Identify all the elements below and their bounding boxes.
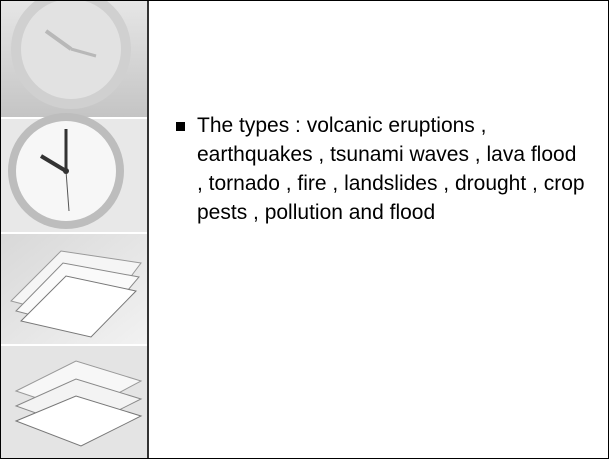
bullet: The types : volcanic eruptions , earthqu…: [173, 111, 588, 227]
papers-stack: [1, 346, 147, 458]
side-images: [1, 1, 149, 458]
clock: [1, 113, 147, 233]
clock-blurred: [1, 1, 147, 118]
papers: [1, 234, 147, 345]
bullet-list: The types : volcanic eruptions , earthqu…: [173, 111, 588, 227]
slide-content: The types : volcanic eruptions , earthqu…: [173, 111, 588, 227]
slide: The types : volcanic eruptions , earthqu…: [0, 0, 609, 459]
